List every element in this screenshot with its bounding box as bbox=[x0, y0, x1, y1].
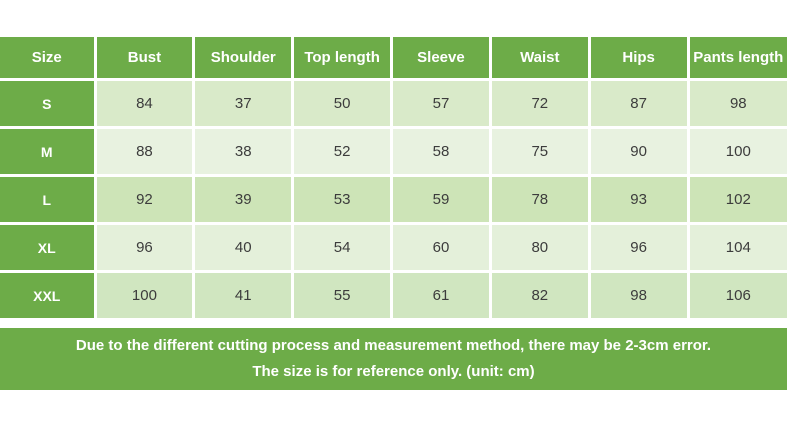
cell-top-length: 54 bbox=[291, 222, 394, 273]
table-row-m: M 88 38 52 58 75 90 100 bbox=[0, 126, 787, 177]
column-header-hips: Hips bbox=[587, 35, 690, 81]
cell-waist: 78 bbox=[488, 174, 591, 225]
cell-pants-length: 106 bbox=[686, 270, 787, 320]
cell-pants-length: 104 bbox=[686, 222, 787, 273]
column-header-sleeve: Sleeve bbox=[390, 35, 492, 81]
cell-sleeve: 58 bbox=[390, 126, 492, 177]
cell-pants-length: 100 bbox=[686, 126, 787, 177]
cell-bust: 88 bbox=[93, 126, 196, 177]
cell-sleeve: 60 bbox=[390, 222, 492, 273]
cell-waist: 80 bbox=[488, 222, 591, 273]
cell-waist: 72 bbox=[488, 78, 591, 129]
cell-hips: 90 bbox=[587, 126, 690, 177]
disclaimer-line-1: Due to the different cutting process and… bbox=[75, 337, 712, 354]
column-header-waist: Waist bbox=[488, 35, 591, 81]
table-row-xl: XL 96 40 54 60 80 96 104 bbox=[0, 222, 787, 273]
table-row-s: S 84 37 50 57 72 87 98 bbox=[0, 78, 787, 129]
size-label: XL bbox=[0, 222, 97, 273]
cell-top-length: 50 bbox=[291, 78, 394, 129]
cell-shoulder: 39 bbox=[192, 174, 295, 225]
cell-shoulder: 37 bbox=[192, 78, 295, 129]
cell-shoulder: 41 bbox=[192, 270, 295, 320]
cell-hips: 96 bbox=[587, 222, 690, 273]
column-header-size: Size bbox=[0, 35, 97, 81]
cell-pants-length: 102 bbox=[686, 174, 787, 225]
cell-sleeve: 59 bbox=[390, 174, 492, 225]
disclaimer-banner: Due to the different cutting process and… bbox=[0, 328, 787, 390]
cell-hips: 98 bbox=[587, 270, 690, 320]
cell-bust: 92 bbox=[93, 174, 196, 225]
column-header-pants-length: Pants length bbox=[686, 35, 787, 81]
disclaimer-line-2: The size is for reference only. (unit: c… bbox=[252, 363, 535, 380]
cell-hips: 93 bbox=[587, 174, 690, 225]
cell-top-length: 53 bbox=[291, 174, 394, 225]
header-row: Size Bust Shoulder Top length Sleeve Wai… bbox=[0, 35, 787, 81]
cell-bust: 84 bbox=[93, 78, 196, 129]
size-chart-table: Size Bust Shoulder Top length Sleeve Wai… bbox=[0, 35, 787, 320]
cell-waist: 82 bbox=[488, 270, 591, 320]
cell-top-length: 55 bbox=[291, 270, 394, 320]
cell-shoulder: 38 bbox=[192, 126, 295, 177]
cell-shoulder: 40 bbox=[192, 222, 295, 273]
column-header-shoulder: Shoulder bbox=[192, 35, 295, 81]
table-row-l: L 92 39 53 59 78 93 102 bbox=[0, 174, 787, 225]
cell-sleeve: 57 bbox=[390, 78, 492, 129]
table-row-xxl: XXL 100 41 55 61 82 98 106 bbox=[0, 270, 787, 320]
size-label: XXL bbox=[0, 270, 97, 320]
size-label: S bbox=[0, 78, 97, 129]
cell-waist: 75 bbox=[488, 126, 591, 177]
cell-pants-length: 98 bbox=[686, 78, 787, 129]
size-label: L bbox=[0, 174, 97, 225]
cell-hips: 87 bbox=[587, 78, 690, 129]
cell-sleeve: 61 bbox=[390, 270, 492, 320]
column-header-top-length: Top length bbox=[291, 35, 394, 81]
cell-bust: 100 bbox=[93, 270, 196, 320]
size-label: M bbox=[0, 126, 97, 177]
column-header-bust: Bust bbox=[93, 35, 196, 81]
cell-top-length: 52 bbox=[291, 126, 394, 177]
cell-bust: 96 bbox=[93, 222, 196, 273]
